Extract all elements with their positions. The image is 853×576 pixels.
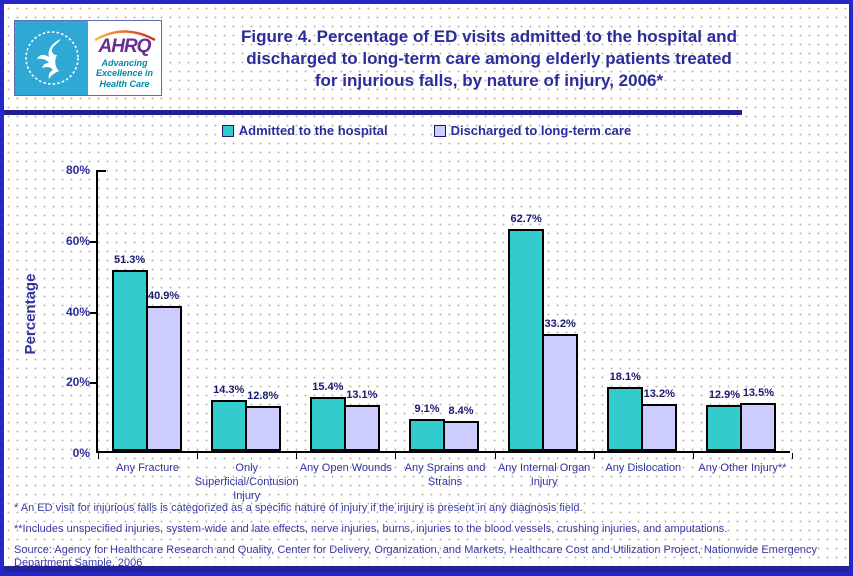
- hhs-eagle-graphic: [24, 31, 79, 85]
- tagline-line: Health Care: [99, 78, 150, 89]
- bar-value-label: 18.1%: [609, 370, 641, 383]
- bar-admitted: [706, 405, 743, 451]
- x-axis-tick: [395, 453, 397, 459]
- hhs-eagle-icon: [15, 21, 88, 95]
- figure-title-line: for injurious falls, by nature of injury…: [314, 71, 664, 90]
- legend-label: Admitted to the hospital: [238, 123, 388, 138]
- y-axis-tick-label: 0%: [72, 446, 90, 460]
- x-axis-category-label: Any Fracture: [116, 462, 180, 474]
- bar-value-label: 40.9%: [147, 290, 180, 303]
- bar-discharged: [641, 404, 678, 451]
- x-axis-tick: [296, 453, 298, 459]
- bar-value-label: 13.1%: [346, 388, 378, 401]
- bar-value-label: 13.2%: [643, 388, 675, 401]
- x-axis-category-label: Any Other Injury**: [698, 462, 787, 474]
- x-axis-tick: [692, 453, 694, 459]
- ahrq-hhs-logo: AHRQ Advancing Excellence in Health Care: [14, 20, 162, 96]
- y-axis-tick-label: 20%: [65, 375, 90, 390]
- bar-admitted: [607, 386, 644, 451]
- bar-discharged: [244, 405, 281, 451]
- legend-item-discharged: Discharged to long-term care: [433, 123, 632, 138]
- bar-admitted: [508, 229, 545, 451]
- y-axis-tick-label: 80%: [65, 163, 90, 177]
- y-axis-tick-label: 40%: [65, 304, 90, 319]
- ahrq-wordmark: AHRQ Advancing Excellence in Health Care: [88, 21, 161, 95]
- bar-value-label: 13.5%: [742, 387, 775, 400]
- figure-title-line: discharged to long-term care among elder…: [246, 49, 732, 68]
- x-axis-category-label: Any Sprains and Strains: [404, 462, 486, 488]
- bar-admitted: [210, 400, 247, 451]
- bar-value-label: 9.1%: [414, 402, 440, 415]
- tagline-line: Advancing: [101, 57, 148, 68]
- x-axis-tick: [98, 453, 99, 459]
- bar-admitted: [111, 269, 148, 451]
- legend-swatch-discharged: [433, 124, 446, 137]
- bar-value-label: 33.2%: [544, 317, 576, 330]
- y-axis-top-tick: [98, 170, 106, 172]
- y-axis-tick: [90, 311, 96, 314]
- bar-value-label: 12.9%: [708, 389, 741, 402]
- bar-admitted: [409, 418, 445, 451]
- chart-legend: Admitted to the hospital Discharged to l…: [4, 123, 849, 138]
- x-axis-category-label: Any Open Wounds: [299, 462, 392, 474]
- ahrq-tagline: Advancing Excellence in Health Care: [96, 58, 153, 90]
- bar-value-label: 14.3%: [213, 384, 245, 397]
- x-axis-category-label: Any Internal Organ Injury: [497, 462, 591, 488]
- x-axis-category-label: Any Dislocation: [605, 462, 682, 474]
- x-axis-tick: [197, 453, 199, 459]
- bar-discharged: [740, 403, 777, 451]
- y-axis-tick: [90, 382, 96, 385]
- y-axis-tick-label: 60%: [65, 233, 90, 248]
- figure-title-line: Figure 4. Percentage of ED visits admitt…: [241, 27, 737, 46]
- bar-discharged: [443, 421, 479, 451]
- bar-value-label: 8.4%: [448, 405, 474, 418]
- y-axis-tick: [90, 240, 96, 243]
- x-axis-tick: [792, 453, 793, 459]
- bottom-rule: [4, 566, 849, 572]
- bar-value-label: 62.7%: [510, 213, 542, 226]
- tagline-line: Excellence in: [95, 68, 154, 79]
- x-axis-tick: [494, 453, 496, 459]
- footnote-asterisk: * An ED visit for injurious falls is cat…: [14, 502, 583, 514]
- x-axis-category-label: Only Superficial/Contusion Injury: [194, 462, 299, 502]
- bar-discharged: [542, 333, 579, 451]
- bar-admitted: [309, 396, 346, 451]
- header-divider-rule: [4, 110, 742, 115]
- bar-value-label: 15.4%: [312, 380, 344, 393]
- ahrq-logo-text: AHRQ: [98, 35, 152, 57]
- legend-item-admitted: Admitted to the hospital: [221, 123, 388, 138]
- bar-discharged: [145, 306, 182, 451]
- legend-label: Discharged to long-term care: [450, 123, 632, 138]
- figure-title: Figure 4. Percentage of ED visits admitt…: [179, 26, 799, 92]
- bar-value-label: 51.3%: [113, 253, 146, 266]
- footnotes: * An ED visit for injurious falls is cat…: [14, 502, 826, 572]
- legend-swatch-admitted: [221, 124, 234, 137]
- x-axis-tick: [593, 453, 595, 459]
- bar-value-label: 12.8%: [247, 389, 279, 402]
- plot-area: 0% 20% 40% 60% 80% 51.3% 40.9% Any Fracture 14.3…: [66, 163, 793, 502]
- bar-discharged: [343, 404, 380, 451]
- rainbow-arc-icon: [93, 30, 156, 41]
- footnote-double-asterisk: **Includes unspecified injuries, system-…: [14, 523, 728, 535]
